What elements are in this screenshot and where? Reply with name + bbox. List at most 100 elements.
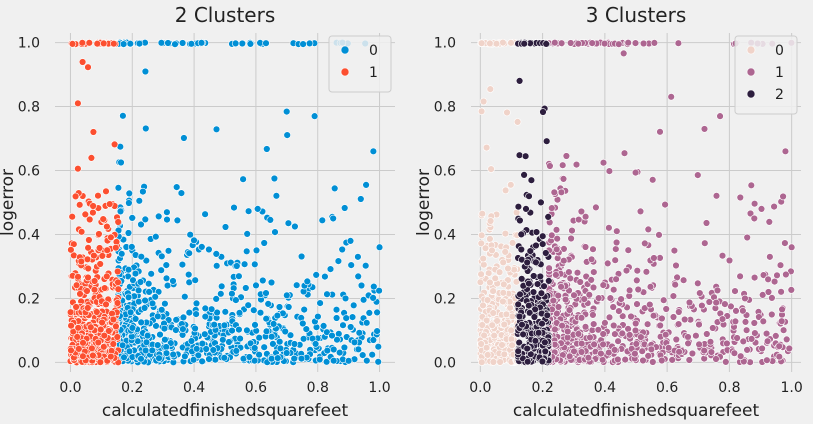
point-series-1 — [100, 284, 109, 292]
y-tick-label: 0.2 — [434, 291, 456, 307]
point-series-1 — [731, 317, 740, 326]
point-series-2 — [523, 258, 531, 267]
point-series-1 — [557, 39, 566, 47]
point-series-0 — [483, 296, 492, 304]
point-series-1 — [114, 278, 122, 286]
point-series-1 — [89, 351, 97, 360]
point-series-1 — [674, 39, 683, 47]
point-series-0 — [299, 335, 308, 343]
y-tick-label: 0.8 — [18, 100, 40, 116]
point-series-0 — [499, 38, 507, 47]
point-series-0 — [330, 357, 338, 365]
point-series-1 — [79, 339, 87, 347]
point-series-1 — [76, 290, 84, 298]
point-series-0 — [148, 346, 157, 355]
point-series-0 — [263, 145, 271, 153]
point-series-1 — [731, 287, 739, 295]
point-series-1 — [95, 244, 104, 252]
point-series-0 — [480, 261, 488, 269]
point-series-2 — [544, 213, 552, 221]
point-series-0 — [482, 316, 491, 325]
point-series-0 — [333, 336, 341, 344]
point-series-1 — [674, 320, 683, 328]
point-series-0 — [173, 183, 181, 191]
point-series-0 — [331, 184, 339, 193]
point-series-1 — [546, 162, 554, 170]
point-series-0 — [275, 303, 284, 311]
data-point — [781, 147, 790, 156]
point-series-0 — [177, 189, 186, 197]
point-series-0 — [489, 287, 497, 295]
point-series-0 — [502, 310, 511, 318]
point-series-1 — [773, 271, 781, 279]
point-series-0 — [299, 40, 307, 48]
point-series-0 — [255, 351, 263, 359]
point-series-0 — [362, 181, 370, 189]
point-series-0 — [283, 131, 291, 139]
point-series-1 — [94, 338, 103, 347]
point-series-2 — [542, 249, 550, 257]
point-series-2 — [530, 313, 539, 321]
y-axis-label: logerror — [0, 169, 18, 236]
point-series-1 — [577, 348, 586, 356]
point-series-1 — [655, 231, 663, 239]
point-series-1 — [548, 204, 556, 212]
point-series-0 — [373, 327, 381, 335]
point-series-1 — [656, 128, 664, 136]
point-series-1 — [574, 330, 583, 338]
point-series-1 — [625, 286, 634, 294]
point-series-1 — [672, 261, 680, 270]
point-series-0 — [221, 223, 230, 231]
point-series-0 — [225, 338, 233, 346]
chart-title: 3 Clusters — [586, 3, 687, 27]
point-series-0 — [135, 197, 144, 205]
point-series-0 — [357, 281, 366, 290]
point-series-0 — [117, 250, 126, 258]
point-series-1 — [612, 245, 620, 253]
point-series-0 — [346, 237, 355, 245]
point-series-1 — [103, 222, 111, 231]
point-series-0 — [201, 330, 209, 338]
point-series-1 — [93, 308, 101, 316]
point-series-0 — [235, 325, 243, 334]
point-series-0 — [508, 239, 517, 247]
legend-marker — [746, 67, 756, 77]
point-series-0 — [156, 330, 164, 339]
point-series-0 — [319, 322, 328, 330]
point-series-0 — [178, 39, 187, 47]
point-series-0 — [363, 357, 371, 365]
point-series-1 — [558, 322, 566, 330]
point-series-0 — [218, 282, 226, 290]
point-series-0 — [255, 334, 263, 342]
legend-marker — [340, 67, 350, 77]
point-series-1 — [619, 49, 628, 58]
point-series-1 — [601, 319, 609, 327]
point-series-0 — [506, 304, 514, 312]
point-series-0 — [501, 229, 510, 238]
point-series-2 — [545, 277, 553, 285]
y-tick-label: 0.8 — [434, 100, 456, 116]
point-series-0 — [267, 278, 276, 287]
point-series-0 — [252, 327, 260, 335]
point-series-1 — [102, 187, 110, 196]
point-series-0 — [128, 324, 137, 332]
point-series-1 — [658, 356, 666, 365]
point-series-1 — [96, 325, 105, 334]
point-series-1 — [605, 167, 614, 175]
point-series-2 — [537, 289, 546, 297]
y-tick-label: 0.0 — [434, 355, 456, 371]
point-series-0 — [332, 306, 341, 314]
point-series-0 — [192, 299, 201, 308]
point-series-0 — [271, 228, 279, 236]
point-series-0 — [478, 231, 486, 240]
point-series-0 — [490, 331, 498, 340]
point-series-0 — [357, 195, 365, 203]
point-series-0 — [198, 243, 206, 251]
point-series-1 — [557, 188, 566, 197]
point-series-0 — [124, 266, 133, 274]
point-series-0 — [373, 308, 381, 317]
point-series-0 — [116, 207, 125, 216]
point-series-0 — [136, 278, 145, 286]
point-series-0 — [145, 288, 153, 296]
point-series-2 — [514, 203, 523, 211]
